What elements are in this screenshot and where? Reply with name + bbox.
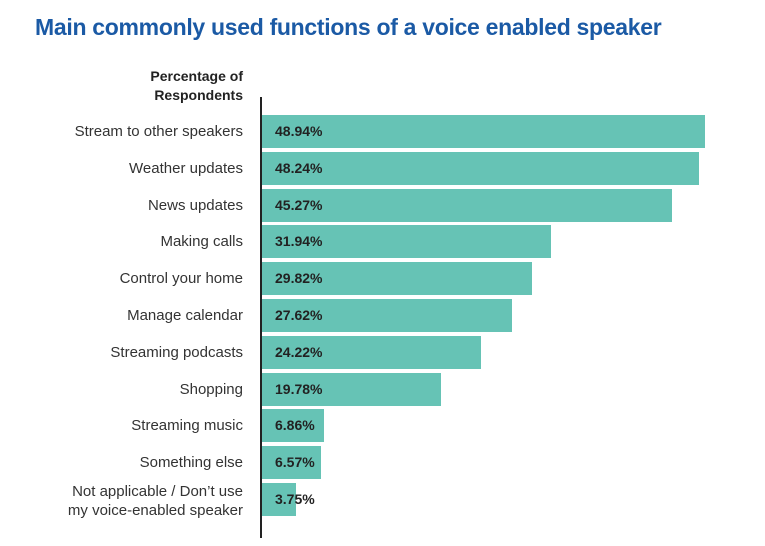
value-label: 19.78%	[275, 380, 323, 397]
bar	[262, 483, 296, 516]
category-label: Streaming podcasts	[110, 343, 243, 361]
bar	[262, 151, 699, 185]
category-label: News updates	[147, 196, 243, 214]
bar	[262, 372, 442, 406]
axis-label: Percentage of Respondents	[150, 68, 243, 103]
value-label: 6.86%	[275, 417, 315, 434]
value-label: 3.75%	[275, 491, 315, 507]
category-label: Streaming music	[131, 417, 243, 435]
axis-line	[260, 97, 262, 538]
value-label: 48.94%	[275, 123, 323, 139]
bar	[262, 299, 512, 332]
bar	[262, 335, 482, 369]
category-label: Stream to other speakers	[74, 123, 243, 140]
category-label: Manage calendar	[127, 307, 243, 324]
chart-title: Main commonly used functions of a voice …	[35, 14, 662, 40]
value-label: 45.27%	[275, 196, 323, 213]
category-label: Not applicable / Don’t use my voice-enab…	[67, 483, 243, 519]
category-label: Shopping	[179, 380, 243, 398]
category-label: Making calls	[160, 233, 243, 251]
category-label: Something else	[139, 454, 243, 472]
value-label: 29.82%	[275, 270, 323, 287]
bar	[262, 188, 672, 222]
value-label: 48.24%	[275, 159, 323, 176]
bar	[262, 262, 532, 296]
bar	[262, 225, 552, 259]
value-label: 27.62%	[275, 307, 323, 323]
bar	[262, 409, 325, 443]
value-label: 6.57%	[275, 454, 315, 471]
value-label: 31.94%	[275, 233, 323, 250]
value-label: 24.22%	[275, 343, 323, 360]
bar	[262, 446, 322, 480]
category-label: Control your home	[119, 270, 243, 288]
category-label: Weather updates	[129, 159, 243, 177]
bar	[262, 115, 705, 148]
